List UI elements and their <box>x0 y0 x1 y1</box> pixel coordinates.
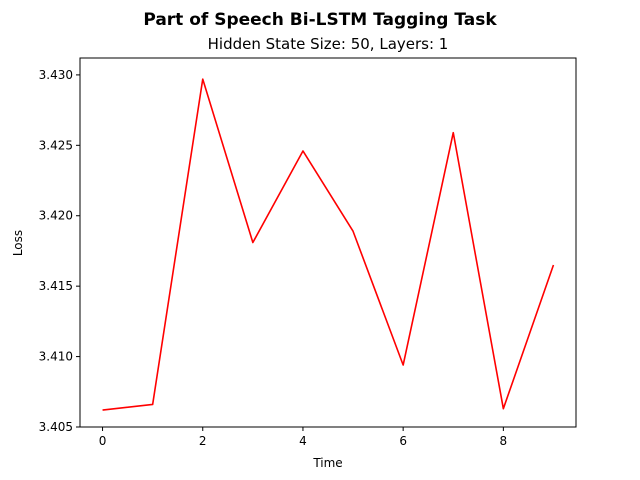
y-axis-label: Loss <box>11 230 25 256</box>
x-tick-label-1: 2 <box>199 434 207 448</box>
x-tick-label-4: 8 <box>500 434 508 448</box>
plot-area: 0 2 4 6 8 3.405 3.410 3.415 3.420 3.425 3.430 <box>39 57 577 448</box>
x-tick-label-0: 0 <box>99 434 107 448</box>
y-tick-label-4: 3.425 <box>39 138 73 152</box>
axes-frame <box>79 57 577 428</box>
series-line-0 <box>102 78 555 411</box>
y-tick-label-2: 3.415 <box>39 279 73 293</box>
chart-subtitle: Hidden State Size: 50, Layers: 1 <box>208 35 449 53</box>
x-tick-label-3: 6 <box>399 434 407 448</box>
chart-title: Part of Speech Bi-LSTM Tagging Task <box>143 10 497 30</box>
y-tick-label-0: 3.405 <box>39 420 73 434</box>
x-axis-label: Time <box>312 456 342 470</box>
y-tick-label-5: 3.430 <box>39 68 73 82</box>
x-tick-label-2: 4 <box>299 434 307 448</box>
y-tick-label-3: 3.420 <box>39 209 73 223</box>
y-tick-label-1: 3.410 <box>39 350 73 364</box>
